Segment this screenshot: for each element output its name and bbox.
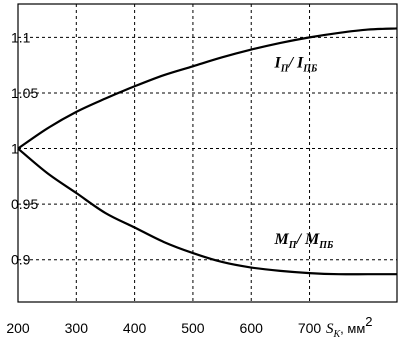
y-tick-label: 0.95 bbox=[11, 196, 38, 212]
x-axis-symbol: S bbox=[326, 321, 334, 337]
series-label-part: ПБ bbox=[302, 63, 318, 74]
curves bbox=[17, 27, 398, 276]
x-tick-label: 700 bbox=[298, 320, 322, 336]
plot-frame bbox=[17, 3, 398, 303]
series-line-2 bbox=[17, 147, 397, 276]
series-line-1 bbox=[17, 27, 398, 150]
series-label-1: IП/ IПБ bbox=[274, 54, 318, 74]
y-tick-label: 1.1 bbox=[11, 29, 31, 45]
x-tick-label: 400 bbox=[123, 320, 147, 336]
series-label-2: MП/ MПБ bbox=[274, 231, 334, 251]
series-label-part: / bbox=[296, 231, 305, 248]
y-tick-label: 1.05 bbox=[11, 85, 38, 101]
x-tick-label: 500 bbox=[181, 320, 205, 336]
x-axis-unit: , мм bbox=[340, 321, 365, 336]
series-label-part: M bbox=[304, 231, 320, 248]
series-label-part: / bbox=[288, 54, 297, 71]
series-label-part: I bbox=[296, 54, 304, 71]
series-label-part: I bbox=[274, 54, 282, 71]
x-tick-label: 600 bbox=[240, 320, 264, 336]
series-label-part: M bbox=[274, 231, 290, 248]
x-axis-subscript: K bbox=[333, 329, 342, 340]
x-axis-title: SK, мм2 bbox=[326, 314, 373, 340]
y-tick-label: 1 bbox=[11, 141, 19, 157]
x-tick-label: 200 bbox=[6, 320, 30, 336]
tick-labels: 0.9 0.95 1 1.05 1.1 200 300 400 500 600 700 bbox=[6, 29, 321, 336]
y-tick-label: 0.9 bbox=[11, 252, 31, 268]
x-axis-unit-power: 2 bbox=[365, 314, 372, 329]
x-tick-label: 300 bbox=[65, 320, 89, 336]
series-label-part: П bbox=[280, 63, 290, 74]
series-label-part: ПБ bbox=[318, 240, 334, 251]
series-label-part: П bbox=[288, 240, 298, 251]
